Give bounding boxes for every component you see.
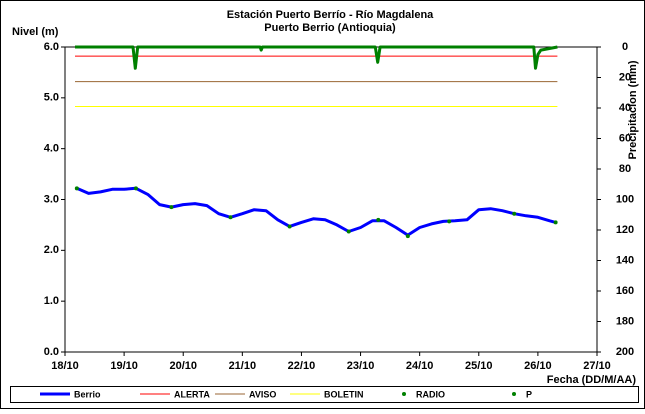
y2-tick-label: 40 [619,102,631,114]
x-tick-label: 27/10 [583,360,611,372]
radio-point [553,220,558,225]
x-axis-label: Fecha (DD/M/AA) [547,374,637,386]
radio-point [376,217,381,222]
radio-point [74,186,79,191]
y2-tick-label: 200 [616,346,634,358]
x-tick-label: 25/10 [465,360,493,372]
legend-label: P [526,389,532,399]
y2-tick-label: 140 [616,254,634,266]
x-tick-label: 21/10 [229,360,257,372]
y2-tick-label: 60 [619,132,631,144]
y-tick-label: 3.0 [44,193,59,205]
legend-label: BOLETIN [324,389,364,399]
x-tick-label: 23/10 [347,360,375,372]
x-tick-label: 19/10 [110,360,138,372]
radio-point [169,205,174,210]
y-tick-label: 5.0 [44,92,59,104]
y-tick-label: 0.0 [44,346,59,358]
y-tick-label: 2.0 [44,244,59,256]
chart-title: Estación Puerto Berrío - Río Magdalena [227,9,434,21]
y2-tick-label: 120 [616,224,634,236]
y-tick-label: 6.0 [44,41,59,53]
radio-point [133,186,138,191]
series-line [76,186,556,237]
x-tick-label: 20/10 [169,360,197,372]
y2-tick-label: 80 [619,163,631,175]
radio-point [447,219,452,224]
y-tick-label: 4.0 [44,143,59,155]
y2-tick-label: 100 [616,193,634,205]
x-tick-label: 26/10 [524,360,552,372]
y-axis-label: Nivel (m) [12,26,59,38]
legend-label: ALERTA [174,389,210,399]
radio-point [512,211,517,216]
legend-label: Berrio [74,389,101,399]
radio-point [405,234,410,239]
x-tick-label: 22/10 [288,360,316,372]
series-line [75,45,558,70]
chart-subtitle: Puerto Berrio (Antioquia) [264,22,396,34]
y2-tick-label: 160 [616,285,634,297]
legend-swatch [402,392,406,396]
x-tick-label: 18/10 [51,360,79,372]
radio-point [287,224,292,229]
y2-axis-label: Precipitacion (mm) [627,60,639,159]
legend-label: AVISO [249,389,276,399]
legend-box [10,386,639,403]
y2-tick-label: 180 [616,315,634,327]
radio-point [346,229,351,234]
x-tick-label: 24/10 [406,360,434,372]
legend-label: RADIO [416,389,445,399]
legend-swatch [512,392,516,396]
radio-point [228,215,233,220]
y2-tick-label: 20 [619,71,631,83]
y-tick-label: 1.0 [44,295,59,307]
y2-tick-label: 0 [622,41,628,53]
